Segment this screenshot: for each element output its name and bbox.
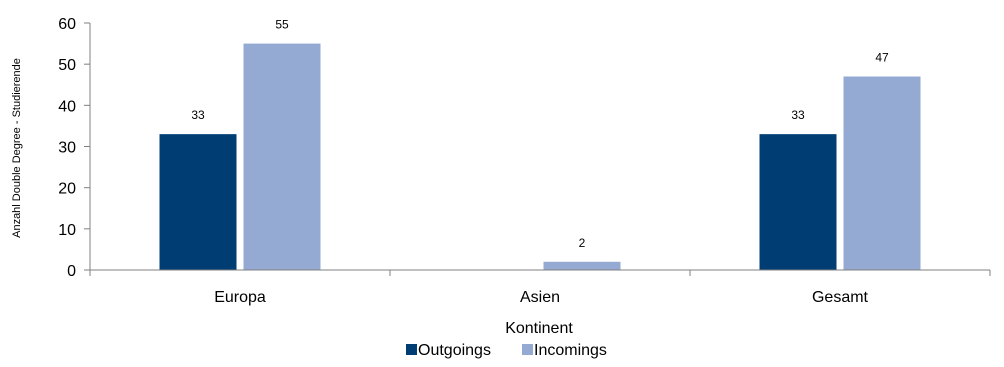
data-label: 55: [275, 18, 289, 32]
y-axis-title: Anzahl Double Degree - Studierende: [11, 58, 23, 238]
y-tick-label: 60: [58, 16, 76, 33]
legend: Outgoings Incomings: [406, 342, 607, 359]
data-label: 33: [191, 108, 205, 122]
category-label: Gesamt: [812, 289, 869, 306]
legend-swatch-outgoings: [406, 344, 417, 355]
bar-incomings-gesamt: [843, 76, 921, 271]
legend-label-incomings: Incomings: [534, 342, 607, 359]
category-labels: Europa Asien Gesamt: [214, 289, 868, 306]
bar-outgoings-europa: [159, 134, 237, 270]
data-labels: 33 55 2 33 47: [191, 18, 889, 250]
legend-label-outgoings: Outgoings: [418, 342, 491, 359]
y-tick-label: 10: [58, 222, 76, 239]
y-tick-label: 30: [58, 140, 76, 157]
bar-outgoings-gesamt: [759, 134, 837, 270]
bar-incomings-europa: [243, 43, 321, 271]
x-axis-title: Kontinent: [505, 320, 573, 337]
y-tick-label: 20: [58, 181, 76, 198]
y-tick-label: 0: [67, 263, 76, 280]
y-tick-label: 50: [58, 57, 76, 74]
x-axis-ticks: [89, 270, 991, 276]
y-tick-label: 40: [58, 98, 76, 115]
data-label: 47: [875, 51, 889, 65]
y-axis-ticks: 0 10 20 30 40 50 60: [58, 16, 90, 280]
data-label: 33: [791, 108, 805, 122]
bar-incomings-asien: [543, 261, 621, 270]
category-label: Asien: [520, 289, 560, 306]
legend-swatch-incomings: [522, 344, 533, 355]
bars: [159, 43, 921, 271]
category-label: Europa: [214, 289, 266, 306]
data-label: 2: [579, 236, 586, 250]
